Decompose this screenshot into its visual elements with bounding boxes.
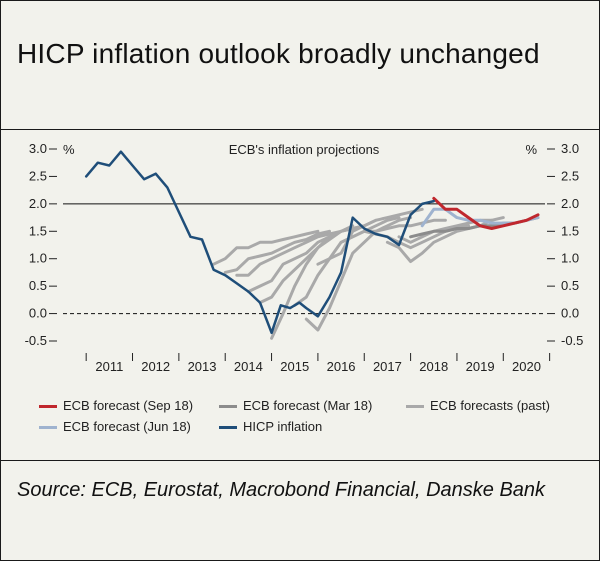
y-tick-label-left: -0.5: [25, 333, 47, 348]
y-tick-label-left: 0.5: [29, 278, 47, 293]
y-tick-label-left: 2.5: [29, 168, 47, 183]
legend-item-mar18: ECB forecast (Mar 18): [219, 398, 399, 414]
y-tick-label-right: 2.5: [561, 168, 579, 183]
legend-swatch: [219, 426, 237, 429]
series-line-past: [212, 229, 320, 266]
legend-swatch: [39, 426, 57, 429]
legend-label: ECB forecasts (past): [430, 398, 550, 413]
x-tick-label: 2011: [95, 359, 123, 374]
chart-title: ECB's inflation projections: [229, 142, 380, 157]
series-line-sep18: [432, 196, 540, 230]
x-tick-label: 2015: [280, 359, 309, 374]
y-tick-label-left: 0.0: [29, 306, 47, 321]
y-tick-label-left: 1.0: [29, 251, 47, 266]
series-line-past: [223, 229, 331, 274]
legend-swatch: [39, 405, 57, 408]
x-tick-label: 2012: [141, 359, 170, 374]
y-tick-label-right: 1.0: [561, 251, 579, 266]
legend-label: ECB forecast (Jun 18): [63, 419, 191, 434]
x-tick-label: 2013: [188, 359, 217, 374]
legend-item-past: ECB forecasts (past): [406, 398, 586, 414]
y-tick-label-right: 1.5: [561, 223, 579, 238]
series-line-hicp: [84, 150, 436, 335]
y-tick-label-left: 3.0: [29, 141, 47, 156]
legend-label: ECB forecast (Mar 18): [243, 398, 373, 413]
chart-plot: 3.0 3.0 2.5 2.5 2.0 2.0 1.5 1.5 1.0 1.0 0.5 0.5 0.0 0…: [25, 141, 584, 374]
series-line-jun18: [420, 207, 540, 228]
legend-label: ECB forecast (Sep 18): [63, 398, 194, 413]
legend-item-sep18: ECB forecast (Sep 18): [39, 398, 219, 414]
legend-swatch: [219, 405, 237, 408]
y-tick-label-right: 3.0: [561, 141, 579, 156]
y-tick-label-left: 1.5: [29, 223, 47, 238]
series-line-past: [316, 207, 424, 266]
y-tick-label-right: 0.0: [561, 306, 579, 321]
x-tick-label: 2014: [234, 359, 263, 374]
y-tick-label-right: -0.5: [561, 333, 583, 348]
x-tick-label: 2016: [327, 359, 356, 374]
y-tick-label-right: 0.5: [561, 278, 579, 293]
legend-item-hicp: HICP inflation: [219, 419, 399, 435]
y-tick-label-left: 2.0: [29, 196, 47, 211]
y-axis-unit-left: %: [63, 142, 75, 157]
x-tick-label: 2019: [466, 359, 495, 374]
source-note: Source: ECB, Eurostat, Macrobond Financi…: [17, 479, 546, 501]
title-divider: [1, 129, 599, 130]
x-tick-label: 2018: [419, 359, 448, 374]
legend-item-jun18: ECB forecast (Jun 18): [39, 419, 219, 435]
x-tick-label: 2020: [512, 359, 541, 374]
source-divider: [1, 460, 599, 461]
series-line-past: [339, 218, 447, 244]
x-tick-label: 2017: [373, 359, 402, 374]
legend-swatch: [406, 405, 424, 408]
y-axis-unit-right: %: [525, 142, 537, 157]
series-line-past: [304, 216, 413, 332]
series-line-past: [235, 229, 343, 277]
y-tick-label-right: 2.0: [561, 196, 579, 211]
page-title: HICP inflation outlook broadly unchanged: [17, 38, 540, 69]
legend-label: HICP inflation: [243, 419, 323, 434]
